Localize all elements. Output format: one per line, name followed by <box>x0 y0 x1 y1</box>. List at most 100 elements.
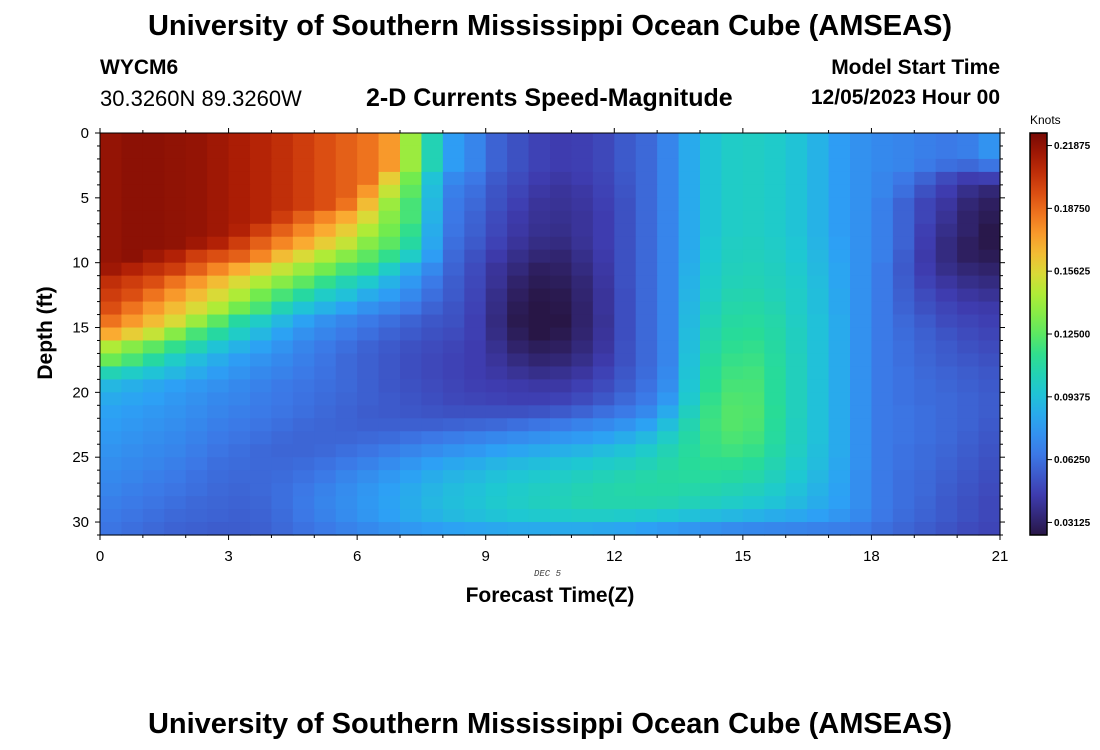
heatmap-cell <box>957 158 980 173</box>
heatmap-cell <box>828 288 851 303</box>
heatmap-cell <box>678 509 701 523</box>
heatmap-cell <box>700 366 723 380</box>
heatmap-cell <box>678 327 701 342</box>
heatmap-cell <box>250 288 273 303</box>
heatmap-cell <box>442 418 465 432</box>
heatmap-cell <box>764 184 787 199</box>
heatmap-cell <box>528 379 551 393</box>
heatmap-cell <box>164 496 187 510</box>
heatmap-cell <box>228 236 251 251</box>
heatmap-cell <box>635 353 658 368</box>
heatmap-cell <box>764 301 787 316</box>
heatmap-cell <box>528 275 551 290</box>
heatmap-cell <box>914 470 937 484</box>
colorbar-tick-label: 0.18750 <box>1054 204 1091 215</box>
heatmap-cell <box>978 158 1001 173</box>
heatmap-cell <box>142 405 165 419</box>
heatmap-cell <box>914 249 937 264</box>
heatmap-cell <box>335 314 358 329</box>
heatmap-cell <box>657 288 680 303</box>
heatmap-cell <box>678 353 701 368</box>
heatmap-cell <box>442 457 465 471</box>
heatmap-cell <box>528 288 551 303</box>
heatmap-cell <box>657 223 680 238</box>
heatmap-cell <box>550 522 573 536</box>
heatmap-cell <box>250 197 273 212</box>
heatmap-cell <box>785 470 808 484</box>
heatmap-cell <box>528 392 551 406</box>
heatmap-cell <box>957 366 980 380</box>
heatmap-cell <box>764 171 787 186</box>
heatmap-cell <box>550 223 573 238</box>
heatmap-cell <box>228 444 251 458</box>
heatmap-cell <box>635 184 658 199</box>
heatmap-cell <box>721 522 744 536</box>
heatmap-cell <box>935 314 958 329</box>
heatmap-cell <box>121 184 144 199</box>
heatmap-cell <box>635 405 658 419</box>
x-tick-label: 15 <box>735 548 752 565</box>
heatmap-cell <box>764 262 787 277</box>
heatmap-cell <box>400 158 423 173</box>
heatmap-cell <box>507 223 530 238</box>
heatmap-cell <box>357 327 380 342</box>
heatmap-cell <box>807 314 830 329</box>
heatmap-cell <box>400 444 423 458</box>
heatmap-cell <box>892 457 915 471</box>
heatmap-cell <box>571 457 594 471</box>
heatmap-cell <box>421 366 444 380</box>
heatmap-cell <box>400 340 423 355</box>
heatmap-cell <box>528 236 551 251</box>
heatmap-cell <box>914 314 937 329</box>
heatmap-cell <box>335 379 358 393</box>
heatmap-cell <box>378 366 401 380</box>
heatmap-cell <box>464 197 487 212</box>
heatmap-cell <box>764 483 787 497</box>
heatmap-cell <box>635 392 658 406</box>
heatmap-cell <box>785 431 808 445</box>
heatmap-cell <box>700 379 723 393</box>
heatmap-cell <box>592 483 615 497</box>
heatmap-cell <box>164 457 187 471</box>
heatmap-cell <box>614 496 637 510</box>
heatmap-cell <box>550 262 573 277</box>
heatmap-cell <box>635 314 658 329</box>
heatmap-cell <box>121 509 144 523</box>
heatmap-cell <box>785 379 808 393</box>
heatmap-cell <box>485 288 508 303</box>
heatmap-cell <box>464 249 487 264</box>
heatmap-cell <box>764 405 787 419</box>
heatmap-cell <box>871 249 894 264</box>
heatmap-cell <box>721 483 744 497</box>
heatmap-cell <box>721 431 744 445</box>
heatmap-cell <box>185 340 208 355</box>
heatmap-cell <box>935 340 958 355</box>
heatmap-cell <box>892 418 915 432</box>
heatmap-cell <box>807 470 830 484</box>
heatmap-cell <box>271 210 294 225</box>
heatmap-cell <box>550 392 573 406</box>
heatmap-cell <box>807 145 830 160</box>
heatmap-cell <box>978 470 1001 484</box>
heatmap-cell <box>292 327 315 342</box>
heatmap-cell <box>228 327 251 342</box>
heatmap-cell <box>507 457 530 471</box>
heatmap-cell <box>207 327 230 342</box>
heatmap-cell <box>935 197 958 212</box>
heatmap-cell <box>357 288 380 303</box>
heatmap-cell <box>485 158 508 173</box>
heatmap-cell <box>250 392 273 406</box>
heatmap-cell <box>485 470 508 484</box>
heatmap-cell <box>421 133 444 147</box>
heatmap-cell <box>614 483 637 497</box>
heatmap-cell <box>292 522 315 536</box>
heatmap-cell <box>957 223 980 238</box>
heatmap-cell <box>442 210 465 225</box>
heatmap-cell <box>871 483 894 497</box>
heatmap-cell <box>892 133 915 147</box>
heatmap-cell <box>335 236 358 251</box>
heatmap-cell <box>485 133 508 147</box>
heatmap-cell <box>571 366 594 380</box>
heatmap-cell <box>635 418 658 432</box>
heatmap-cell <box>678 522 701 536</box>
